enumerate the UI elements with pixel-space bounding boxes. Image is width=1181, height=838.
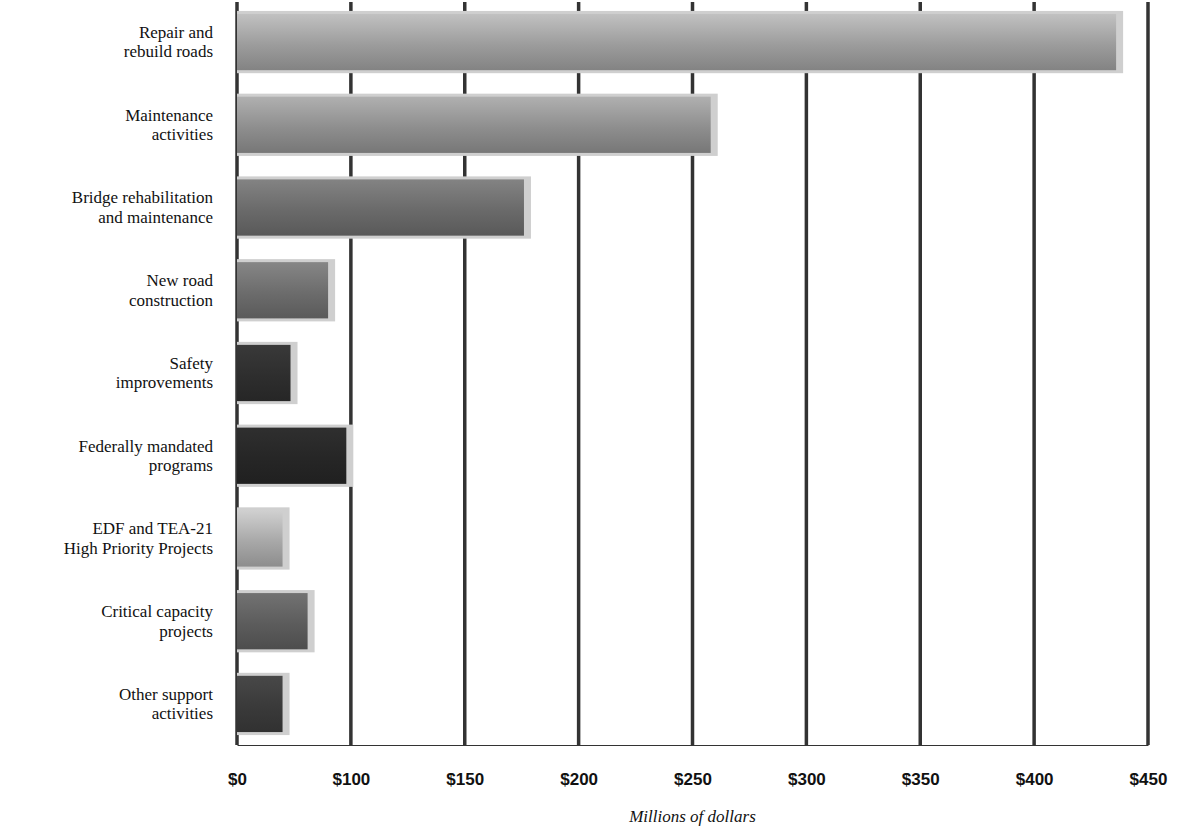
bar-shadow	[237, 11, 1123, 73]
y-tick: Other supportactivities	[119, 685, 237, 724]
chart: $0 $100 $150 $200 $250 $300 $350 $400 $450 Repair…	[0, 0, 1181, 838]
bar-shadow	[237, 259, 335, 321]
bar	[237, 510, 283, 566]
x-axis-title: Millions of dollars	[628, 807, 756, 826]
x-tick: $400	[1016, 745, 1054, 789]
x-tick: $100	[332, 745, 370, 789]
grid-line	[1032, 2, 1036, 745]
category-label: Safetyimprovements	[116, 354, 214, 393]
x-tick-label: $200	[560, 770, 598, 789]
bar	[237, 14, 1116, 70]
category-label: Federally mandatedprograms	[78, 437, 213, 476]
x-tick-label: $300	[788, 770, 826, 789]
bar	[237, 676, 283, 732]
x-axis-line	[238, 745, 1149, 746]
x-tick-label: $150	[446, 770, 484, 789]
category-label: Bridge rehabilitationand maintenance	[72, 188, 214, 227]
x-tick: $350	[902, 745, 940, 789]
x-tick: $150	[446, 745, 484, 789]
grid-line	[1146, 2, 1150, 745]
y-tick: Maintenanceactivities	[125, 106, 237, 145]
x-tick: $250	[674, 745, 712, 789]
y-tick: Repair andrebuild roads	[124, 23, 237, 62]
x-tick-label: $100	[332, 770, 370, 789]
x-tick: $200	[560, 745, 598, 789]
grid	[237, 2, 1148, 745]
bar	[237, 97, 711, 153]
bar-shadow	[237, 94, 718, 156]
y-tick: Bridge rehabilitationand maintenance	[72, 188, 237, 227]
x-tick: $0	[228, 745, 247, 789]
bar	[237, 593, 308, 649]
y-tick: Federally mandatedprograms	[78, 437, 237, 476]
y-axis: Repair andrebuild roads Maintenanceactivi…	[64, 23, 237, 723]
grid-line	[919, 2, 923, 745]
y-tick: New roadconstruction	[129, 271, 237, 310]
bar-shadow	[237, 176, 531, 238]
x-tick-label: $450	[1130, 770, 1168, 789]
bar-shadow	[237, 673, 290, 735]
x-tick-label: $0	[228, 770, 247, 789]
bars	[237, 11, 1123, 735]
grid-line	[805, 2, 809, 745]
x-tick-label: $350	[902, 770, 940, 789]
x-axis: $0 $100 $150 $200 $250 $300 $350 $400 $450	[228, 745, 1167, 789]
category-label: EDF and TEA-21High Priority Projects	[64, 519, 213, 558]
x-tick: $300	[788, 745, 826, 789]
bar-shadow	[237, 507, 290, 569]
y-tick: EDF and TEA-21High Priority Projects	[64, 519, 237, 558]
bar-shadow	[237, 425, 353, 487]
y-tick: Critical capacityprojects	[101, 602, 237, 641]
x-tick: $450	[1130, 745, 1168, 789]
category-label: New roadconstruction	[129, 271, 214, 310]
y-tick: Safetyimprovements	[116, 354, 237, 393]
category-label: Repair andrebuild roads	[124, 23, 214, 62]
bar	[237, 345, 291, 401]
category-label: Maintenanceactivities	[125, 106, 213, 145]
bar-shadow	[237, 342, 298, 404]
bar-shadow	[237, 590, 315, 652]
bar	[237, 428, 346, 484]
bar	[237, 262, 328, 318]
x-tick-label: $250	[674, 770, 712, 789]
category-label: Other supportactivities	[119, 685, 213, 724]
category-label: Critical capacityprojects	[101, 602, 213, 641]
x-tick-label: $400	[1016, 770, 1054, 789]
bar	[237, 179, 524, 235]
